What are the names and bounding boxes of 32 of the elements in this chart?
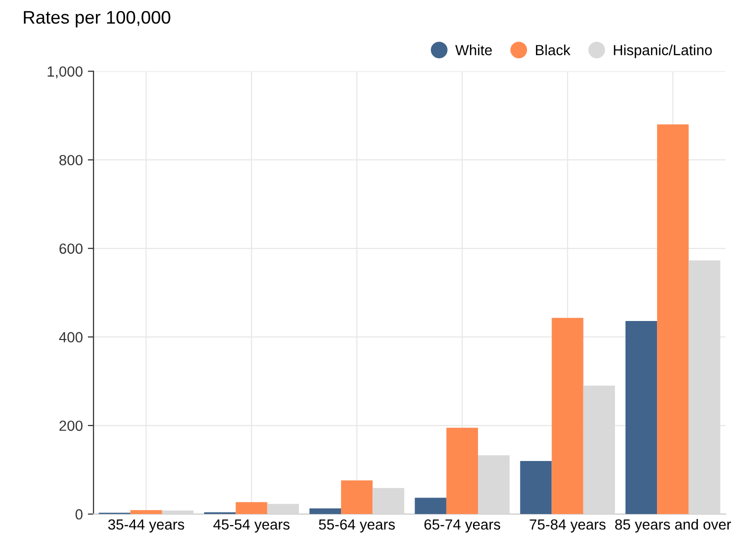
bar: [130, 510, 162, 514]
x-tick-label: 35-44 years: [108, 519, 184, 533]
bar: [309, 508, 342, 514]
bar: [520, 460, 552, 514]
bar: [236, 502, 268, 514]
legend-label: Hispanic/Latino: [614, 44, 712, 58]
y-tick-label: 0: [76, 509, 83, 520]
y-tick-label: 800: [59, 154, 83, 166]
x-tick-label: 55-64 years: [318, 519, 395, 533]
chart-title: Rates per 100,000: [24, 10, 170, 28]
y-tick-label: 400: [59, 332, 83, 342]
x-tick-label: 45-54 years: [213, 519, 290, 533]
bar: [414, 498, 446, 514]
bar: [446, 428, 478, 514]
y-tick-label: 200: [59, 420, 83, 431]
legend-label: Black: [536, 44, 570, 56]
bar: [657, 124, 689, 514]
bar: [478, 455, 510, 514]
bar: [372, 488, 404, 514]
bar: [162, 510, 194, 514]
y-tick-label: 600: [59, 244, 83, 254]
x-tick-label: 75-84 years: [530, 519, 606, 533]
y-tick-label: 1,000: [48, 66, 83, 78]
bar: [688, 260, 720, 514]
bar: [583, 386, 615, 514]
legend-label: White: [455, 44, 492, 56]
bar: [625, 321, 658, 514]
x-tick-label: 85 years and over: [615, 518, 732, 533]
bar: [341, 480, 373, 514]
bar: [552, 318, 584, 514]
bar: [267, 504, 299, 514]
x-tick-label: 65-74 years: [424, 519, 500, 533]
